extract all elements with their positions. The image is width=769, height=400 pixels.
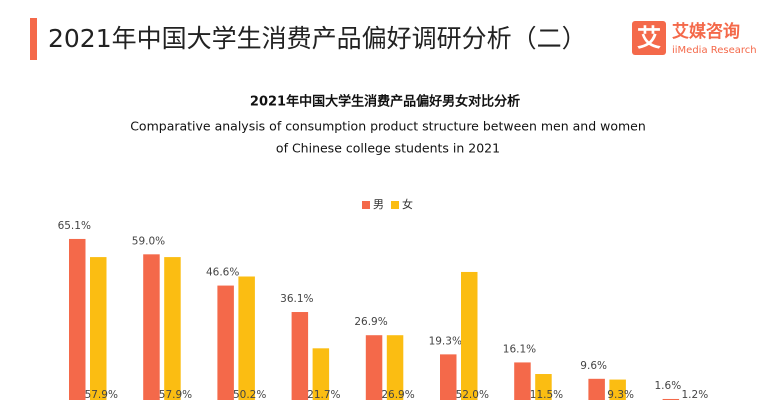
chart-subtitle: of Chinese college students in 2021 [276,141,500,156]
value-label: 36.1% [280,293,313,305]
value-label: 21.7% [307,389,340,400]
logo-glyph: 艾 [637,24,661,52]
page-title: 2021年中国大学生消费产品偏好调研分析（二） [48,24,587,53]
bar [312,348,330,400]
bar [440,354,457,400]
legend-label: 男 [373,198,384,211]
bar [291,312,309,400]
value-label: 57.9% [85,389,118,400]
bar [514,362,531,400]
bar [164,257,181,400]
value-label: 52.0% [456,389,489,400]
bar [69,238,86,400]
chart-subtitle: Comparative analysis of consumption prod… [130,119,646,134]
logo-name: 艾媒咨询 [672,21,740,42]
value-label: 16.1% [503,343,536,355]
bar [386,335,404,400]
legend-swatch [391,201,399,209]
value-label: 11.5% [530,389,563,400]
bar [461,271,478,400]
logo-icon [632,21,666,55]
value-label: 57.9% [159,389,192,400]
value-label: 65.1% [58,220,91,232]
value-label: 26.9% [381,389,414,400]
value-label: 46.6% [206,267,239,279]
bar [535,374,552,400]
bar [609,379,626,400]
value-label: 50.2% [233,389,266,400]
bar [143,254,160,400]
value-label: 1.6% [655,380,682,392]
bar [90,257,107,400]
chart-title: 2021年中国大学生消费产品偏好男女对比分析 [250,94,520,110]
value-label: 59.0% [132,235,165,247]
value-label: 1.2% [682,389,709,400]
value-label: 26.9% [354,316,387,328]
bar [217,285,234,400]
bar [365,335,383,400]
value-label: 9.6% [580,360,607,372]
value-label: 9.3% [607,389,634,400]
title-accent [30,18,37,60]
logo-en: iiMedia Research [672,45,757,56]
bar [588,378,605,400]
bar [238,276,255,400]
value-label: 19.3% [429,335,462,347]
bar [662,398,680,400]
legend-swatch [362,201,370,209]
legend-label: 女 [402,197,413,211]
